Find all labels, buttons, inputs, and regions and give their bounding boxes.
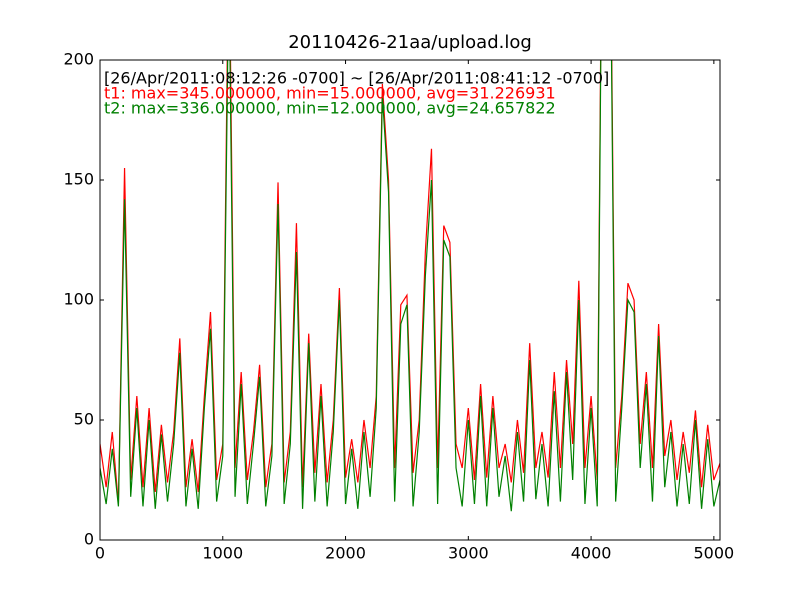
x-tick-label: 0	[95, 544, 105, 563]
x-tick-label: 2000	[325, 544, 366, 563]
x-tick-label: 3000	[448, 544, 489, 563]
plot-lines	[100, 60, 720, 512]
y-tick-label: 0	[84, 530, 94, 549]
x-tick-label: 1000	[202, 544, 243, 563]
series-line	[100, 60, 720, 505]
chart-title: 20110426-21aa/upload.log	[288, 32, 532, 53]
y-tick-label: 100	[63, 290, 94, 309]
y-tick-label: 150	[63, 170, 94, 189]
annotation: t1: max=345.000000, min=15.000000, avg=3…	[104, 84, 556, 103]
x-tick-label: 4000	[571, 544, 612, 563]
annotation: t2: max=336.000000, min=12.000000, avg=2…	[104, 99, 556, 118]
series-line	[100, 60, 720, 512]
x-tick-label: 5000	[694, 544, 735, 563]
annotation: [26/Apr/2011:08:12:26 -0700] ~ [26/Apr/2…	[104, 69, 609, 88]
y-tick-label: 200	[63, 50, 94, 69]
y-tick-label: 50	[74, 410, 94, 429]
